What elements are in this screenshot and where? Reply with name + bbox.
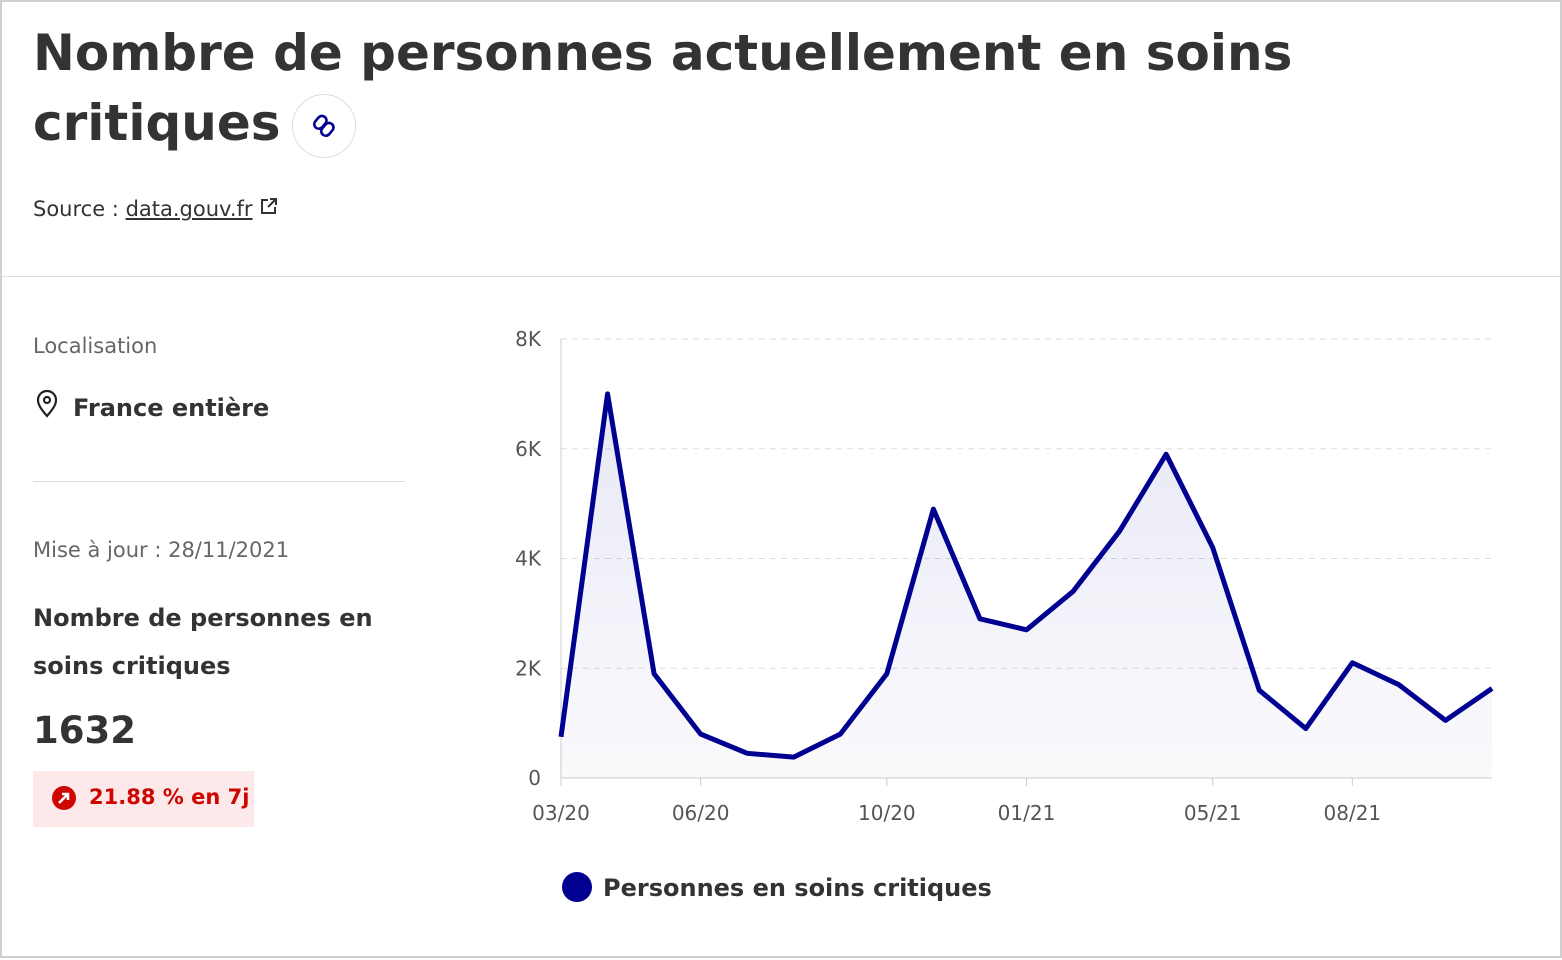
link-icon <box>312 114 335 138</box>
change-badge: 21.88 % en 7j <box>33 771 254 827</box>
y-tick-label: 0 <box>528 766 541 790</box>
x-tick-label: 08/21 <box>1324 801 1382 825</box>
legend-label: Personnes en soins critiques <box>603 874 992 902</box>
update-date: Mise à jour : 28/11/2021 <box>33 538 290 562</box>
change-text: 21.88 % en 7j <box>89 785 250 809</box>
metric-label: Nombre de personnes en soins critiques <box>33 604 373 680</box>
y-tick-label: 2K <box>515 656 542 680</box>
pin-icon <box>36 389 58 418</box>
y-tick-label: 8K <box>515 327 542 351</box>
title: Nombre de personnes actuellement en soin… <box>33 24 1293 152</box>
link-button[interactable] <box>292 94 356 158</box>
location: France entière <box>73 394 270 422</box>
separator <box>33 481 405 482</box>
source: Source : data.gouv.fr <box>33 196 279 221</box>
source-link[interactable]: data.gouv.fr <box>125 197 253 221</box>
x-tick-label: 05/21 <box>1184 801 1242 825</box>
legend-marker <box>562 872 592 902</box>
metric-value: 1632 <box>33 709 136 752</box>
source-label: Source : <box>33 197 119 221</box>
line <box>558 391 1494 760</box>
location-label: Localisation <box>33 334 158 358</box>
x-tick-label: 06/20 <box>672 801 730 825</box>
external-icon <box>261 198 278 214</box>
x-tick-label: 03/20 <box>532 801 590 825</box>
up-icon <box>52 786 76 810</box>
area-fill <box>561 393 1492 778</box>
y-tick-label: 4K <box>515 547 542 571</box>
x-tick-label: 01/21 <box>998 801 1056 825</box>
x-tick-label: 10/20 <box>858 801 916 825</box>
y-tick-label: 6K <box>515 437 542 461</box>
divider <box>2 276 1560 277</box>
